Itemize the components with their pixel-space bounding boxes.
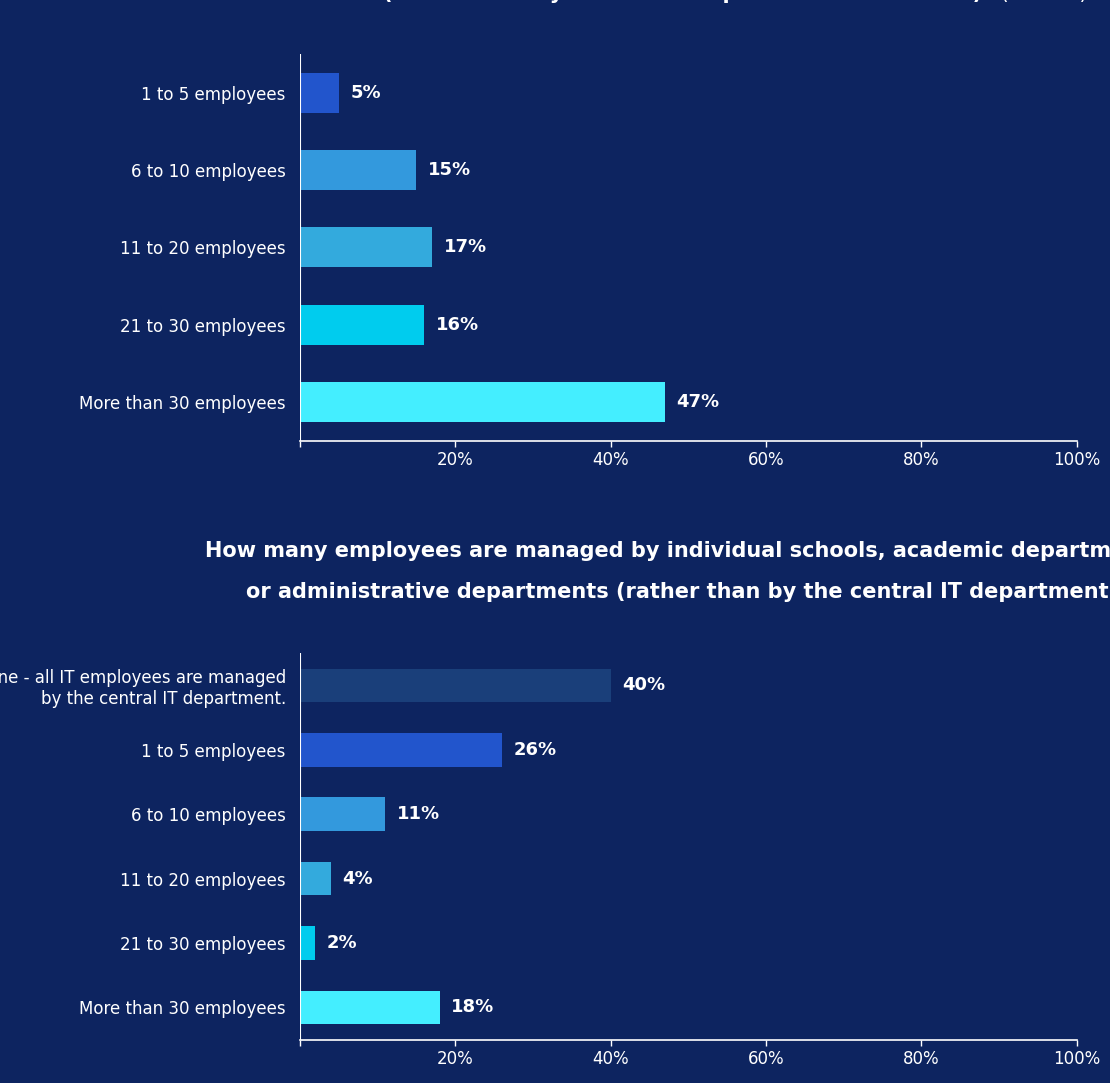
Text: 5%: 5% [351,83,381,102]
Bar [300,862,331,896]
Bar [300,151,416,191]
Text: 4%: 4% [343,870,373,888]
Text: 17%: 17% [444,238,486,257]
Bar [300,797,385,831]
Bar [300,73,339,113]
Text: 47%: 47% [677,393,719,410]
Bar [300,991,440,1025]
Text: (n=165): (n=165) [993,0,1088,3]
Text: 2%: 2% [327,934,357,952]
Text: or administrative departments (rather than by the central IT department)?: or administrative departments (rather th… [246,583,1110,602]
Bar [300,227,432,268]
Text: 15%: 15% [428,161,471,179]
Text: 18%: 18% [451,999,494,1017]
Text: 40%: 40% [623,677,665,694]
Bar [300,668,610,702]
Bar [300,304,424,344]
Text: 11%: 11% [397,806,440,823]
Text: How many employees are managed by individual schools, academic departments,: How many employees are managed by indivi… [205,542,1110,561]
Text: 26%: 26% [513,741,556,759]
Text: (rather than by individual departments or schools)?: (rather than by individual departments o… [383,0,993,3]
Bar [300,733,502,767]
Text: 16%: 16% [436,315,478,334]
Bar [300,926,315,960]
Bar [300,382,665,422]
